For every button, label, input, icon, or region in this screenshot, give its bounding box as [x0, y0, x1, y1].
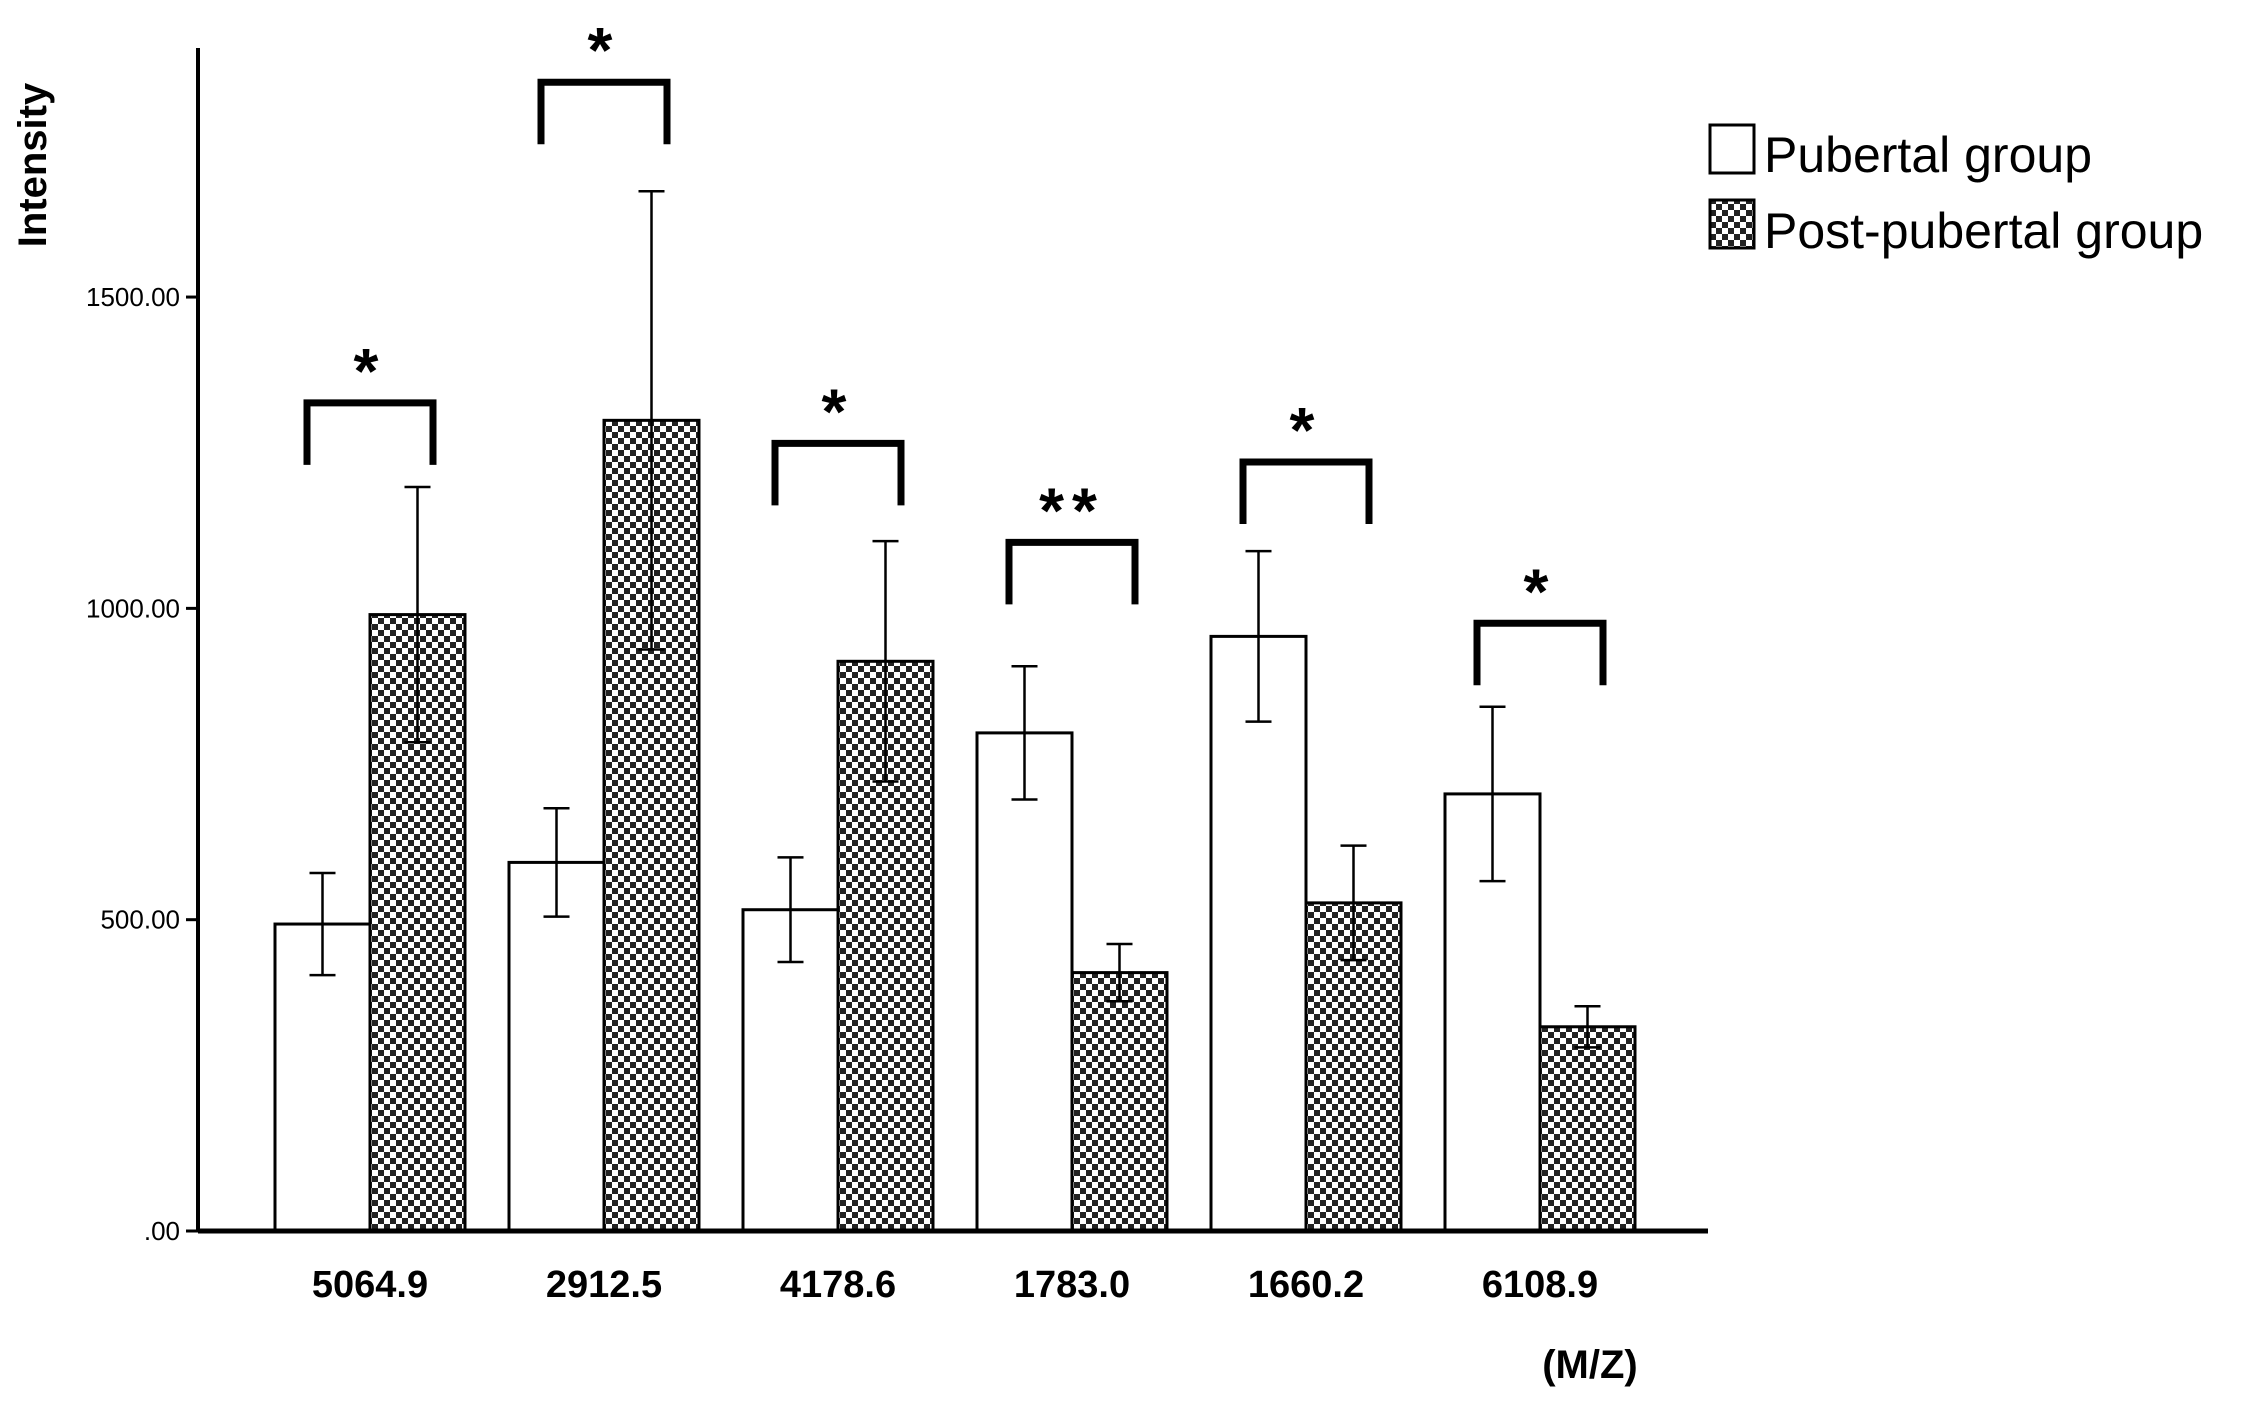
significance-label: **: [1039, 474, 1105, 546]
x-tick-label: 1660.2: [1248, 1264, 1364, 1306]
significance-bracket: [303, 399, 437, 465]
significance-label: *: [1524, 555, 1557, 627]
y-axis-title: Intensity: [11, 82, 55, 247]
x-tick-label: 1783.0: [1014, 1264, 1130, 1306]
x-labels-layer: 5064.9 2912.5 4178.6 1783.0 1660.2 6108.9: [312, 1264, 1598, 1306]
significance-label: *: [1290, 394, 1323, 466]
significance-label: *: [822, 375, 855, 447]
bars-layer: [273, 418, 1637, 1233]
legend-label-pubertal: Pubertal group: [1764, 127, 2092, 183]
significance-bracket: [537, 78, 671, 145]
legend: Pubertal group Post-pubertal group: [1708, 123, 2203, 259]
bar-post-pubertal: [1538, 1025, 1637, 1233]
significance-bracket: [1005, 538, 1139, 605]
x-tick-label: 2912.5: [546, 1264, 662, 1306]
bar-pubertal: [975, 731, 1074, 1233]
y-tick-label: .00: [144, 1216, 180, 1246]
y-tick-label: 1000.00: [86, 593, 180, 623]
significance-label: *: [588, 14, 621, 86]
legend-swatch-pubertal: [1708, 123, 1756, 175]
bar-post-pubertal: [602, 418, 701, 1233]
significance-bracket: [771, 439, 905, 506]
legend-swatch-post-pubertal: [1708, 198, 1756, 250]
x-tick-label: 6108.9: [1482, 1264, 1598, 1306]
bar-pubertal: [1209, 634, 1308, 1233]
y-tick-label: 500.00: [100, 905, 180, 935]
significance-label: *: [354, 335, 387, 407]
significance-bracket: [1239, 458, 1373, 525]
significance-layer: *******: [303, 14, 1607, 686]
y-ticks-layer: .00 500.00 1000.00 1500.00: [86, 282, 198, 1246]
significance-bracket: [1473, 619, 1607, 686]
legend-label-post-pubertal: Post-pubertal group: [1764, 203, 2203, 259]
x-tick-label: 5064.9: [312, 1264, 428, 1306]
x-tick-label: 4178.6: [780, 1264, 896, 1306]
x-axis-title: (M/Z): [1542, 1343, 1638, 1387]
y-tick-label: 1500.00: [86, 282, 180, 312]
error-bars-layer: [309, 189, 1601, 1049]
bar-post-pubertal: [1070, 971, 1169, 1233]
